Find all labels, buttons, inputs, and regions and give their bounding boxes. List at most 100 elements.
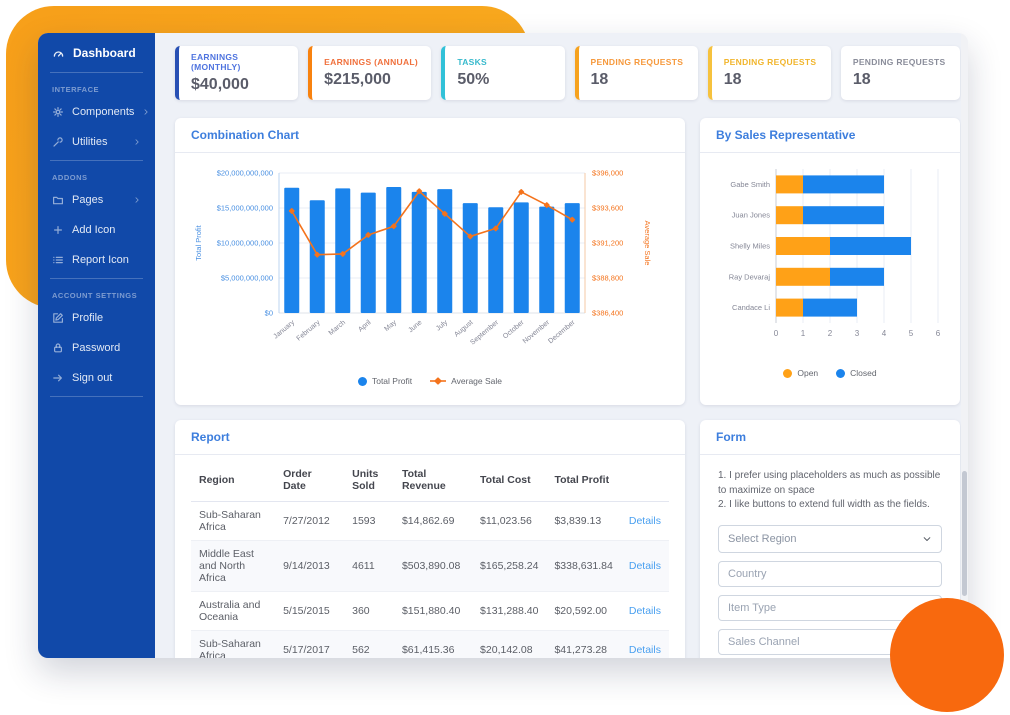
sidebar-item-profile[interactable]: Profile	[38, 303, 155, 333]
sidebar: Dashboard INTERFACE Components Utilities AD…	[38, 33, 155, 658]
stat-card-label: PENDING REQUESTS	[852, 57, 946, 67]
sidebar-item-dashboard[interactable]: Dashboard	[38, 33, 155, 69]
table-cell: 1593	[344, 501, 394, 541]
table-cell: $20,592.00	[546, 591, 621, 631]
svg-text:September: September	[469, 319, 500, 347]
svg-text:5: 5	[909, 329, 914, 338]
sales-chart-legend: Open Closed	[714, 368, 946, 378]
sidebar-section-label: ACCOUNT SETTINGS	[52, 291, 138, 300]
window-scrollbar[interactable]	[961, 33, 968, 658]
table-cell: $165,258.24	[472, 540, 547, 592]
gear-icon	[53, 107, 63, 117]
open-legend-marker	[783, 368, 793, 378]
details-link[interactable]: Details	[628, 605, 661, 617]
wrench-icon	[53, 137, 63, 147]
table-cell: Sub-Saharan Africa	[191, 501, 276, 541]
report-column-region: Region	[191, 459, 276, 502]
sidebar-item-label: Profile	[72, 312, 104, 324]
main-content: EARNINGS (MONTHLY) $40,000 EARNINGS (ANNUA…	[155, 33, 968, 658]
sidebar-item-label: Add Icon	[72, 224, 116, 236]
sidebar-item-pages[interactable]: Pages	[38, 185, 155, 215]
table-cell: $11,023.56	[472, 501, 547, 541]
svg-text:March: March	[328, 319, 347, 337]
sidebar-item-components[interactable]: Components	[38, 97, 155, 127]
sidebar-divider	[50, 278, 143, 279]
app-window: Dashboard INTERFACE Components Utilities AD…	[38, 33, 968, 658]
svg-text:Juan Jones: Juan Jones	[732, 211, 771, 220]
svg-text:Gabe Smith: Gabe Smith	[730, 180, 770, 189]
table-cell: $151,880.40	[393, 591, 473, 631]
svg-text:October: October	[502, 319, 526, 341]
stat-card-label: TASKS	[457, 57, 488, 67]
stat-card-label: PENDING REQUESTS	[590, 57, 684, 67]
sidebar-divider	[50, 72, 143, 73]
table-cell: $41,273.28	[546, 630, 621, 658]
sidebar-item-label: Pages	[72, 194, 104, 206]
sidebar-divider	[50, 160, 143, 161]
tachometer-icon	[53, 50, 64, 57]
edit-icon	[53, 313, 63, 323]
details-link[interactable]: Details	[628, 560, 661, 572]
stat-card-value: $40,000	[191, 76, 249, 93]
details-link[interactable]: Details	[628, 515, 661, 527]
svg-text:April: April	[357, 319, 373, 334]
table-cell: 360	[344, 591, 394, 631]
stat-card-earnings-annual: EARNINGS (ANNUAL) $215,000	[308, 46, 432, 100]
svg-text:3: 3	[855, 329, 860, 338]
legend-label-open: Open	[797, 368, 819, 378]
svg-text:Shelly Miles: Shelly Miles	[730, 242, 770, 251]
region-select[interactable]: Select Region	[718, 524, 942, 553]
chevron-down-icon	[923, 536, 931, 541]
svg-text:$386,400: $386,400	[592, 309, 623, 318]
table-cell: $3,839.13	[546, 501, 621, 541]
sidebar-item-label: Components	[72, 106, 135, 118]
svg-text:$391,200: $391,200	[592, 239, 623, 248]
table-cell: Middle East and North Africa	[191, 540, 276, 592]
sidebar-item-label: Report Icon	[72, 254, 129, 266]
country-input[interactable]	[718, 560, 942, 587]
table-cell: 7/27/2012	[275, 501, 345, 541]
report-column-total-profit: Total Profit	[546, 459, 621, 502]
sidebar-item-report-icon[interactable]: Report Icon	[38, 245, 155, 275]
chevron-right-icon	[135, 197, 139, 203]
report-column-order-date: Order Date	[275, 459, 345, 502]
report-column-units-sold: Units Sold	[344, 459, 394, 502]
legend-label-average-sale: Average Sale	[451, 376, 503, 386]
total-profit-legend-marker	[357, 376, 367, 386]
plus-icon	[54, 226, 62, 234]
scrollbar-thumb[interactable]	[962, 470, 967, 596]
stat-card-label: PENDING REQUESTS	[723, 57, 817, 67]
combination-chart: $0 $386,400 $5,000,000,000 $388,800 $10,000,…	[194, 169, 652, 347]
form-note-2: 2. I like buttons to extend full width a…	[718, 499, 930, 510]
svg-text:$0: $0	[265, 309, 273, 318]
combination-chart-title: Combination Chart	[175, 118, 685, 153]
svg-text:1: 1	[801, 329, 806, 338]
sidebar-item-sign-out[interactable]: Sign out	[38, 363, 155, 393]
form-note-1: 1. I prefer using placeholders as much a…	[718, 470, 941, 496]
stat-card-pending-requests: PENDING REQUESTS 18	[707, 46, 831, 100]
stat-card-pending-requests: PENDING REQUESTS 18	[574, 46, 698, 100]
report-card: Report Region Order Date Units Sold Total R…	[175, 420, 685, 658]
sidebar-item-password[interactable]: Password	[38, 333, 155, 363]
sidebar-item-add-icon[interactable]: Add Icon	[38, 215, 155, 245]
legend-label-closed: Closed	[850, 368, 877, 378]
arrow-right-icon	[53, 374, 62, 382]
sidebar-item-utilities[interactable]: Utilities	[38, 127, 155, 157]
table-cell: $503,890.08	[393, 540, 473, 592]
stat-card-earnings-monthly: EARNINGS (MONTHLY) $40,000	[175, 46, 299, 100]
svg-text:4: 4	[882, 329, 887, 338]
svg-text:Ray Devaraj: Ray Devaraj	[729, 272, 771, 281]
table-cell: $14,862.69	[393, 501, 473, 541]
table-cell: 562	[344, 630, 394, 658]
chevron-right-icon	[144, 109, 148, 115]
report-title: Report	[175, 420, 685, 455]
stat-card-value: 18	[852, 71, 871, 88]
table-cell: Australia and Oceania	[191, 591, 276, 631]
details-link[interactable]: Details	[628, 644, 661, 656]
table-cell: 5/15/2015	[275, 591, 345, 631]
sidebar-section-label: ADDONS	[52, 173, 88, 182]
sidebar-brand-label: Dashboard	[73, 46, 136, 60]
report-column-total-revenue: Total Revenue	[393, 459, 473, 502]
sidebar-item-label: Password	[72, 342, 121, 354]
decor-circle	[890, 598, 1004, 712]
